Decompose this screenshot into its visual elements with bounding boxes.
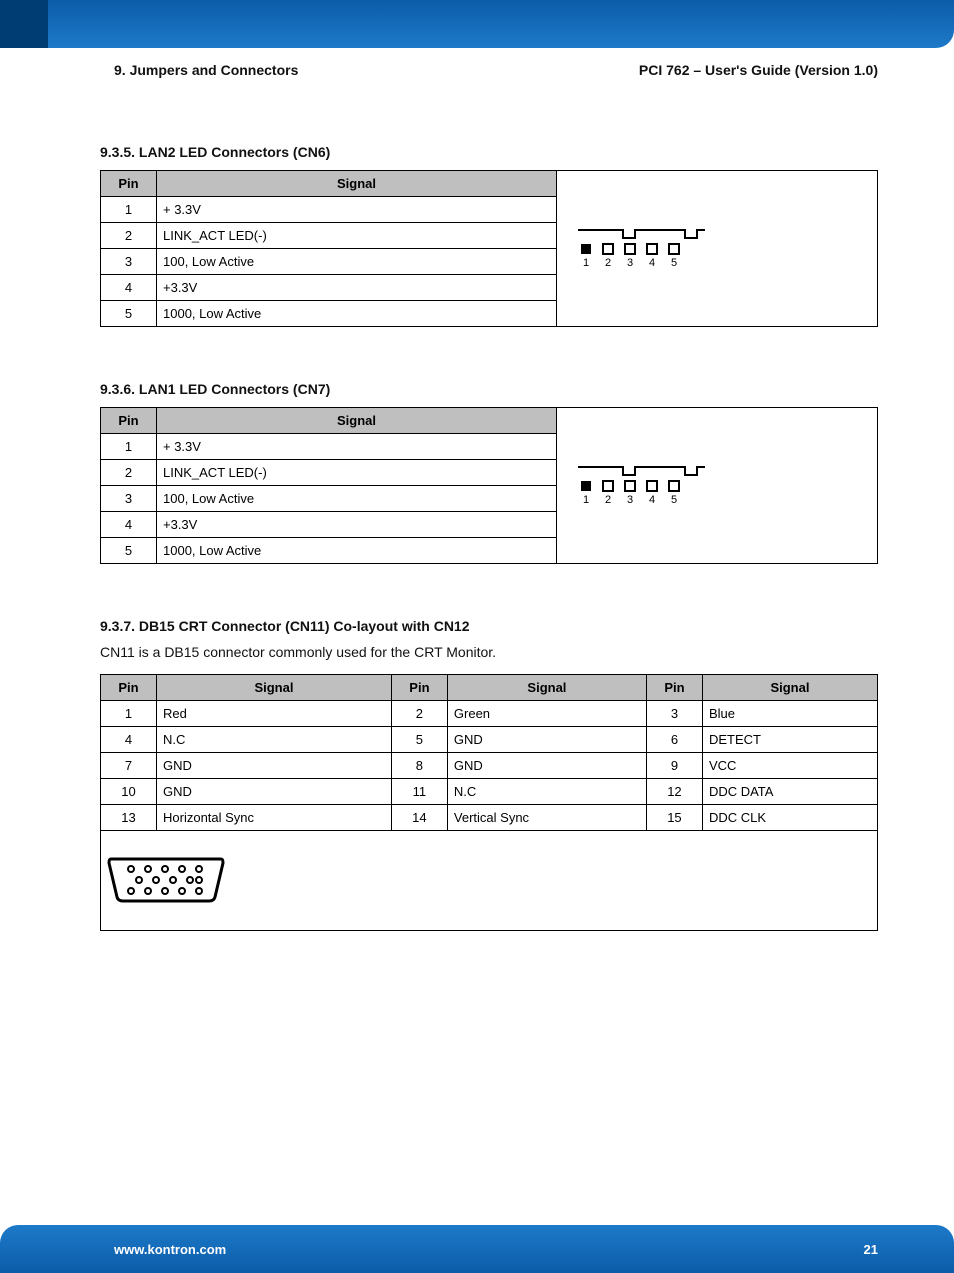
td-signal: DDC CLK — [702, 805, 877, 831]
td-signal: VCC — [702, 753, 877, 779]
td-pin: 11 — [391, 779, 447, 805]
td-pin: 9 — [646, 753, 702, 779]
th-pin: Pin — [101, 171, 157, 197]
td-signal: LINK_ACT LED(-) — [157, 223, 557, 249]
td-pin: 4 — [101, 727, 157, 753]
th-signal: Signal — [157, 171, 557, 197]
td-signal: DDC DATA — [702, 779, 877, 805]
td-pin: 5 — [101, 301, 157, 327]
td-signal: LINK_ACT LED(-) — [157, 460, 557, 486]
section-title-cn11: 9.3.7. DB15 CRT Connector (CN11) Co-layo… — [100, 618, 878, 634]
td-signal: Horizontal Sync — [157, 805, 392, 831]
diagram-cn7: 1 2 3 4 5 — [557, 408, 878, 564]
section-desc-cn11: CN11 is a DB15 connector commonly used f… — [100, 644, 878, 660]
th-pin: Pin — [101, 675, 157, 701]
td-signal: GND — [157, 753, 392, 779]
td-pin: 2 — [101, 223, 157, 249]
td-signal: Green — [447, 701, 646, 727]
section-cn11: 9.3.7. DB15 CRT Connector (CN11) Co-layo… — [100, 618, 878, 931]
td-pin: 2 — [101, 460, 157, 486]
table-cn6: Pin Signal 1 2 3 4 5 — [100, 170, 878, 327]
td-pin: 3 — [101, 249, 157, 275]
td-signal: N.C — [447, 779, 646, 805]
td-signal: DETECT — [702, 727, 877, 753]
td-signal: GND — [447, 753, 646, 779]
content-area: 9.3.5. LAN2 LED Connectors (CN6) Pin Sig… — [0, 144, 954, 931]
section-title-cn7: 9.3.6. LAN1 LED Connectors (CN7) — [100, 381, 878, 397]
svg-text:4: 4 — [649, 494, 655, 506]
td-signal: 100, Low Active — [157, 249, 557, 275]
td-pin: 6 — [646, 727, 702, 753]
diagram-cn6: 1 2 3 4 5 — [557, 171, 878, 327]
table-cn11: Pin Signal Pin Signal Pin Signal 1Red 2G… — [100, 674, 878, 931]
td-pin: 1 — [101, 434, 157, 460]
left-bar — [0, 0, 48, 48]
header-pin-icon: 1 2 3 4 5 — [563, 459, 713, 509]
th-signal: Signal — [157, 675, 392, 701]
td-pin: 1 — [101, 197, 157, 223]
td-pin: 8 — [391, 753, 447, 779]
running-header: 9. Jumpers and Connectors PCI 762 – User… — [0, 48, 954, 78]
th-signal: Signal — [702, 675, 877, 701]
td-signal: 100, Low Active — [157, 486, 557, 512]
td-signal: Blue — [702, 701, 877, 727]
td-pin: 13 — [101, 805, 157, 831]
td-pin: 3 — [646, 701, 702, 727]
td-pin: 15 — [646, 805, 702, 831]
td-pin: 5 — [101, 538, 157, 564]
section-cn6: 9.3.5. LAN2 LED Connectors (CN6) Pin Sig… — [100, 144, 878, 327]
footer-bar: www.kontron.com 21 — [0, 1225, 954, 1273]
td-pin: 2 — [391, 701, 447, 727]
footer-page-number: 21 — [864, 1242, 878, 1257]
td-signal: +3.3V — [157, 512, 557, 538]
svg-text:1: 1 — [583, 494, 589, 506]
diagram-db15 — [101, 831, 878, 931]
td-pin: 5 — [391, 727, 447, 753]
td-signal: + 3.3V — [157, 434, 557, 460]
td-signal: 1000, Low Active — [157, 538, 557, 564]
th-signal: Signal — [157, 408, 557, 434]
th-signal: Signal — [447, 675, 646, 701]
td-pin: 4 — [101, 512, 157, 538]
section-cn7: 9.3.6. LAN1 LED Connectors (CN7) Pin Sig… — [100, 381, 878, 564]
td-signal: Red — [157, 701, 392, 727]
td-pin: 7 — [101, 753, 157, 779]
td-pin: 14 — [391, 805, 447, 831]
td-signal: N.C — [157, 727, 392, 753]
td-signal: 1000, Low Active — [157, 301, 557, 327]
td-pin: 4 — [101, 275, 157, 301]
th-pin: Pin — [101, 408, 157, 434]
svg-text:2: 2 — [605, 494, 611, 506]
th-pin: Pin — [646, 675, 702, 701]
svg-text:2: 2 — [605, 257, 611, 269]
svg-text:3: 3 — [627, 494, 633, 506]
header-right: PCI 762 – User's Guide (Version 1.0) — [639, 62, 878, 78]
svg-text:5: 5 — [671, 257, 677, 269]
db15-icon — [101, 849, 231, 909]
svg-text:3: 3 — [627, 257, 633, 269]
svg-text:1: 1 — [583, 257, 589, 269]
header-left: 9. Jumpers and Connectors — [114, 62, 298, 78]
td-signal: GND — [447, 727, 646, 753]
section-title-cn6: 9.3.5. LAN2 LED Connectors (CN6) — [100, 144, 878, 160]
td-pin: 1 — [101, 701, 157, 727]
footer-left: www.kontron.com — [114, 1242, 226, 1257]
td-pin: 3 — [101, 486, 157, 512]
th-pin: Pin — [391, 675, 447, 701]
td-pin: 12 — [646, 779, 702, 805]
table-cn7: Pin Signal 1 2 3 4 5 — [100, 407, 878, 564]
svg-text:4: 4 — [649, 257, 655, 269]
td-pin: 10 — [101, 779, 157, 805]
td-signal: +3.3V — [157, 275, 557, 301]
header-pin-icon: 1 2 3 4 5 — [563, 222, 713, 272]
top-banner — [0, 0, 954, 48]
svg-text:5: 5 — [671, 494, 677, 506]
td-signal: Vertical Sync — [447, 805, 646, 831]
td-signal: GND — [157, 779, 392, 805]
td-signal: + 3.3V — [157, 197, 557, 223]
